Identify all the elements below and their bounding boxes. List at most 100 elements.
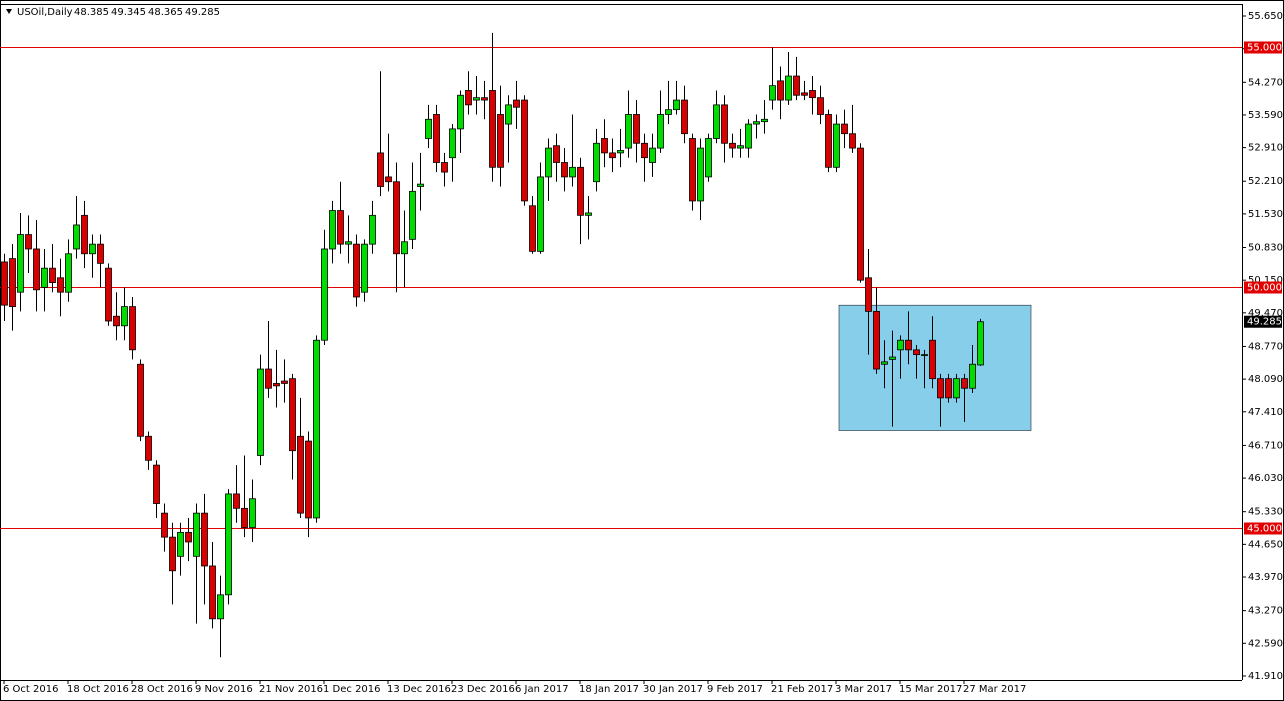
candle-body [289,378,296,452]
y-tick-label: 51.530 [1248,209,1283,220]
candle-body [601,138,608,154]
y-tick-label: 50.830 [1248,243,1283,254]
y-tick-label: 45.330 [1248,507,1283,518]
candle-body [497,114,504,168]
candle-body [649,147,656,163]
candle-body [409,190,416,240]
header-close: 49.285 [185,7,220,18]
candle-body [425,118,432,139]
candle-body [657,114,664,149]
candle-body [177,531,184,557]
menu-triangle[interactable] [6,9,12,14]
level-label-bg [1244,522,1282,535]
candle-body [953,378,960,399]
price-label-bg [1244,315,1282,328]
candle-body [465,90,472,106]
candle-body [625,114,632,149]
x-tick-label: 27 Mar 2017 [963,684,1026,695]
x-tick-label: 9 Nov 2016 [195,684,253,695]
candle-body [385,176,392,183]
y-tick-label: 42.590 [1248,638,1283,649]
candle-body [297,435,304,514]
candle-body [153,464,160,504]
x-tick-label: 18 Jan 2017 [579,684,639,695]
candle-body [537,176,544,252]
candle-body [753,121,760,125]
candle-body [449,128,456,159]
candle-body [849,133,856,149]
candle-body [393,181,400,255]
candle-body [361,243,368,293]
candle-body [729,142,736,149]
candle-body [225,493,232,596]
y-tick-label: 48.770 [1248,341,1283,352]
candle-body [809,90,816,99]
candle-body [977,321,984,366]
candle-body [521,99,528,202]
candle-body [81,214,88,255]
candle-body [105,267,112,322]
candle-body [489,90,496,168]
candle-body [553,145,560,163]
candle-body [505,104,512,125]
candle-body [633,114,640,144]
level-label: 55.000 [1247,43,1282,54]
candle-body [905,339,912,351]
candle-body [369,214,376,245]
candle-body [401,241,408,255]
candle-body [337,210,344,245]
x-tick-label: 1 Dec 2016 [323,684,381,695]
candle-body [145,435,152,461]
symbol-title: USOil,Daily [17,7,73,18]
candle-body [137,363,144,437]
y-tick-label: 43.270 [1248,606,1283,617]
y-tick-label: 53.590 [1248,110,1283,121]
candle-body [841,123,848,135]
candle-body [929,339,936,380]
candle-body [473,97,480,101]
candle-body [593,142,600,183]
candle-body [65,253,72,293]
price-label: 49.285 [1247,317,1282,328]
candle-body [801,92,808,96]
candle-body [921,354,928,357]
candle-body [113,315,120,327]
candle-body [89,243,96,255]
candle-body [777,80,784,101]
candle-body [945,378,952,399]
candle-body [673,99,680,111]
candle-body [721,104,728,144]
candle-body [57,277,64,293]
candle-body [377,152,384,187]
x-tick-label: 15 Mar 2017 [899,684,962,695]
candle-body [17,234,24,293]
candle-body [441,162,448,173]
candle-body [785,75,792,101]
candle-body [641,142,648,159]
level-label: 45.000 [1247,524,1282,535]
candle-body [257,368,264,456]
y-tick-label: 43.970 [1248,572,1283,583]
header-open: 48.385 [74,7,109,18]
candle-body [969,363,976,389]
level-label-bg [1244,41,1282,54]
candle-body [545,147,552,178]
x-tick-label: 28 Oct 2016 [131,684,193,695]
candle-body [737,145,744,149]
y-tick-label: 48.090 [1248,374,1283,385]
candle-body [817,97,824,115]
candle-body [97,243,104,264]
y-tick-label: 52.910 [1248,143,1283,154]
x-tick-label: 13 Dec 2016 [387,684,451,695]
candle-body [897,339,904,351]
header-low: 48.365 [148,7,183,18]
candle-body [889,356,896,360]
candle-body [793,75,800,96]
y-tick-label: 54.270 [1248,77,1283,88]
candle-body [529,205,536,252]
y-tick-label: 41.910 [1248,671,1283,682]
candle-body [665,109,672,115]
candle-body [713,104,720,139]
